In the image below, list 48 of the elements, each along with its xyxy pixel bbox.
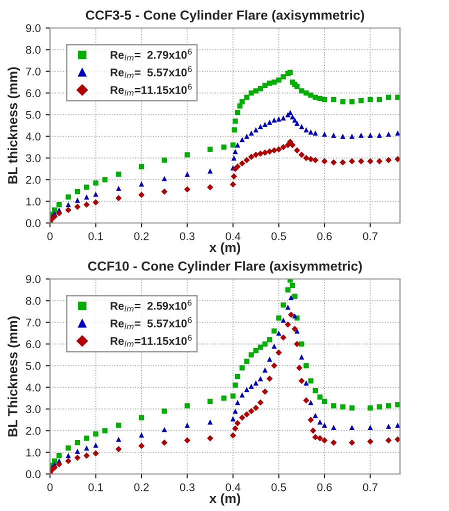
x-tick-label: 0.3 bbox=[180, 483, 194, 492]
x-tick-label: 0.7 bbox=[362, 483, 378, 492]
y-tick-label: 3.0 bbox=[26, 154, 41, 162]
legend-label: Re$_{lm}$= 2.59x10$^{6}$ bbox=[110, 300, 192, 312]
y-tick-label: 0.0 bbox=[26, 219, 41, 228]
x-tick-label: 0.2 bbox=[134, 232, 149, 240]
x-tick-label: 0.1 bbox=[88, 232, 103, 240]
y-tick-label: 8.0 bbox=[26, 296, 41, 305]
y-axis-title: BL thickness (mm) bbox=[8, 67, 20, 184]
legend-label: Re$_{lm}$= 2.79x10$^{6}$ bbox=[110, 48, 192, 61]
x-tick-label: 0.3 bbox=[180, 232, 194, 240]
y-tick-label: 1.0 bbox=[26, 448, 41, 456]
y-tick-label: 7.0 bbox=[26, 68, 41, 76]
legend-label: Re$_{lm}$= 5.57x10$^{6}$ bbox=[110, 317, 192, 330]
y-axis-title: BL Thickness (mm) bbox=[8, 316, 20, 436]
y-tick-label: 7.0 bbox=[26, 318, 41, 326]
legend-label: Re$_{lm}$=11.15x10$^{6}$ bbox=[110, 84, 192, 96]
x-tick-label: 0.4 bbox=[226, 232, 240, 240]
x-tick-label: 0.5 bbox=[271, 232, 286, 240]
x-tick-label: 0.6 bbox=[317, 232, 332, 240]
x-axis-title: x (m) bbox=[209, 242, 240, 255]
y-tick-label: 4.0 bbox=[26, 384, 41, 392]
y-tick-label: 2.0 bbox=[26, 426, 41, 435]
y-tick-label: 9.0 bbox=[26, 24, 41, 32]
y-tick-label: 4.0 bbox=[26, 132, 41, 140]
x-tick-label: 0.7 bbox=[362, 232, 378, 240]
chart-title: CCF10 - Cone Cylinder Flare (axisymmetric) bbox=[88, 261, 362, 274]
x-axis-title: x (m) bbox=[209, 493, 240, 506]
y-tick-label: 2.0 bbox=[26, 176, 41, 184]
x-tick-label: 0.4 bbox=[226, 483, 240, 492]
chart-title: CCF3-5 - Cone Cylinder Flare (axisymmetric) bbox=[86, 10, 364, 22]
x-tick-label: 0 bbox=[47, 483, 53, 492]
y-tick-label: 5.0 bbox=[26, 110, 41, 119]
y-tick-label: 1.0 bbox=[26, 198, 41, 206]
x-tick-label: 0.1 bbox=[88, 483, 103, 492]
x-tick-label: 0 bbox=[47, 232, 53, 240]
y-tick-label: 3.0 bbox=[26, 405, 41, 414]
legend-label: Re$_{lm}$= 5.57x10$^{6}$ bbox=[110, 66, 192, 78]
y-tick-label: 6.0 bbox=[26, 89, 41, 98]
y-tick-label: 8.0 bbox=[26, 46, 41, 54]
x-tick-label: 0.5 bbox=[271, 483, 286, 492]
y-tick-label: 9.0 bbox=[26, 275, 41, 284]
y-tick-label: 0.0 bbox=[26, 470, 41, 478]
y-tick-label: 6.0 bbox=[26, 340, 41, 348]
x-tick-label: 0.6 bbox=[317, 483, 332, 492]
x-tick-label: 0.2 bbox=[134, 483, 149, 492]
y-tick-label: 5.0 bbox=[26, 362, 41, 370]
legend-label: Re$_{lm}$=11.15x10$^{6}$ bbox=[110, 334, 192, 347]
